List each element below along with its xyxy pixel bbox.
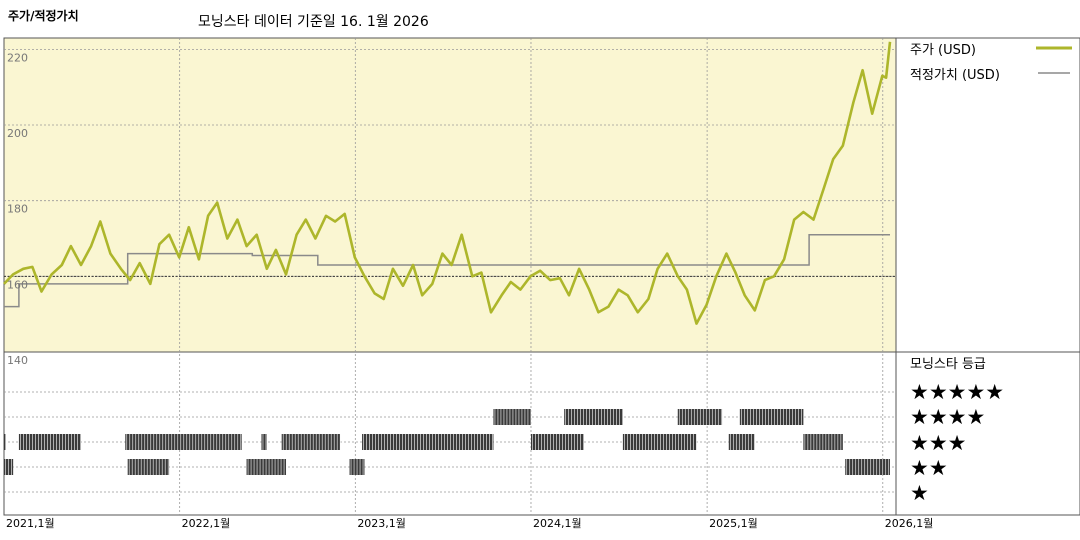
rating-bar-2-stars bbox=[246, 459, 287, 475]
rating-plot-area bbox=[3, 351, 897, 516]
rating-5-stars: ★★★★★ bbox=[910, 380, 1004, 404]
x-tick-label: 2025,1월 bbox=[709, 517, 758, 530]
rating-bar-3-stars bbox=[4, 434, 6, 450]
rating-1-star: ★ bbox=[910, 481, 929, 505]
legend-box bbox=[895, 37, 1080, 516]
price-plot-area bbox=[3, 37, 897, 353]
rating-bar-4-stars bbox=[564, 409, 623, 425]
rating-bar-4-stars bbox=[677, 409, 723, 425]
legend-fair-label: 적정가치 (USD) bbox=[910, 68, 1000, 83]
x-tick-label: 2021,1월 bbox=[6, 517, 55, 530]
y-tick-label: 180 bbox=[7, 203, 28, 216]
rating-bar-3-stars bbox=[18, 434, 82, 450]
rating-legend-title: 모닝스타 등급 bbox=[910, 357, 986, 372]
x-tick-label: 2022,1월 bbox=[182, 517, 231, 530]
rating-bar-3-stars bbox=[530, 434, 584, 450]
rating-bar-4-stars bbox=[739, 409, 804, 425]
rating-bar-3-stars bbox=[728, 434, 755, 450]
rating-bar-3-stars bbox=[362, 434, 494, 450]
series-layer bbox=[3, 41, 892, 325]
rating-bar-2-stars bbox=[349, 459, 365, 475]
rating-2-stars: ★★ bbox=[910, 456, 948, 480]
rating-bar-3-stars bbox=[622, 434, 697, 450]
y-tick-label: 160 bbox=[7, 278, 28, 291]
rating-3-stars: ★★★ bbox=[910, 431, 966, 455]
fair-value-line bbox=[4, 233, 890, 308]
chart-subtitle: 모닝스타 데이터 기준일 16. 1월 2026 bbox=[198, 14, 429, 30]
rating-layer bbox=[4, 409, 890, 475]
rating-4-stars: ★★★★ bbox=[910, 405, 985, 429]
x-tick-label: 2026,1월 bbox=[885, 517, 934, 530]
tick-layer: 2021,1월 2022,1월 2023,1월 2024,1월 2025,1월 2026,… bbox=[6, 51, 933, 530]
rating-bar-4-stars bbox=[493, 409, 532, 425]
rating-bar-3-stars bbox=[125, 434, 242, 450]
rating-bar-2-stars bbox=[4, 459, 14, 475]
rating-bar-3-stars bbox=[803, 434, 843, 450]
rating-bar-2-stars bbox=[845, 459, 890, 475]
x-tick-label: 2024,1월 bbox=[533, 517, 582, 530]
x-tick-label: 2023,1월 bbox=[357, 517, 406, 530]
rating-bar-3-stars bbox=[261, 434, 267, 450]
chart-title: 주가/적정가치 bbox=[8, 8, 79, 23]
y-tick-label: 200 bbox=[7, 127, 28, 140]
y-tick-label: 220 bbox=[7, 51, 28, 64]
rating-bar-2-stars bbox=[127, 459, 170, 475]
y-tick-label: 140 bbox=[7, 354, 28, 367]
rating-bar-3-stars bbox=[281, 434, 341, 450]
legend-price-label: 주가 (USD) bbox=[910, 43, 976, 58]
price-line bbox=[3, 41, 892, 325]
